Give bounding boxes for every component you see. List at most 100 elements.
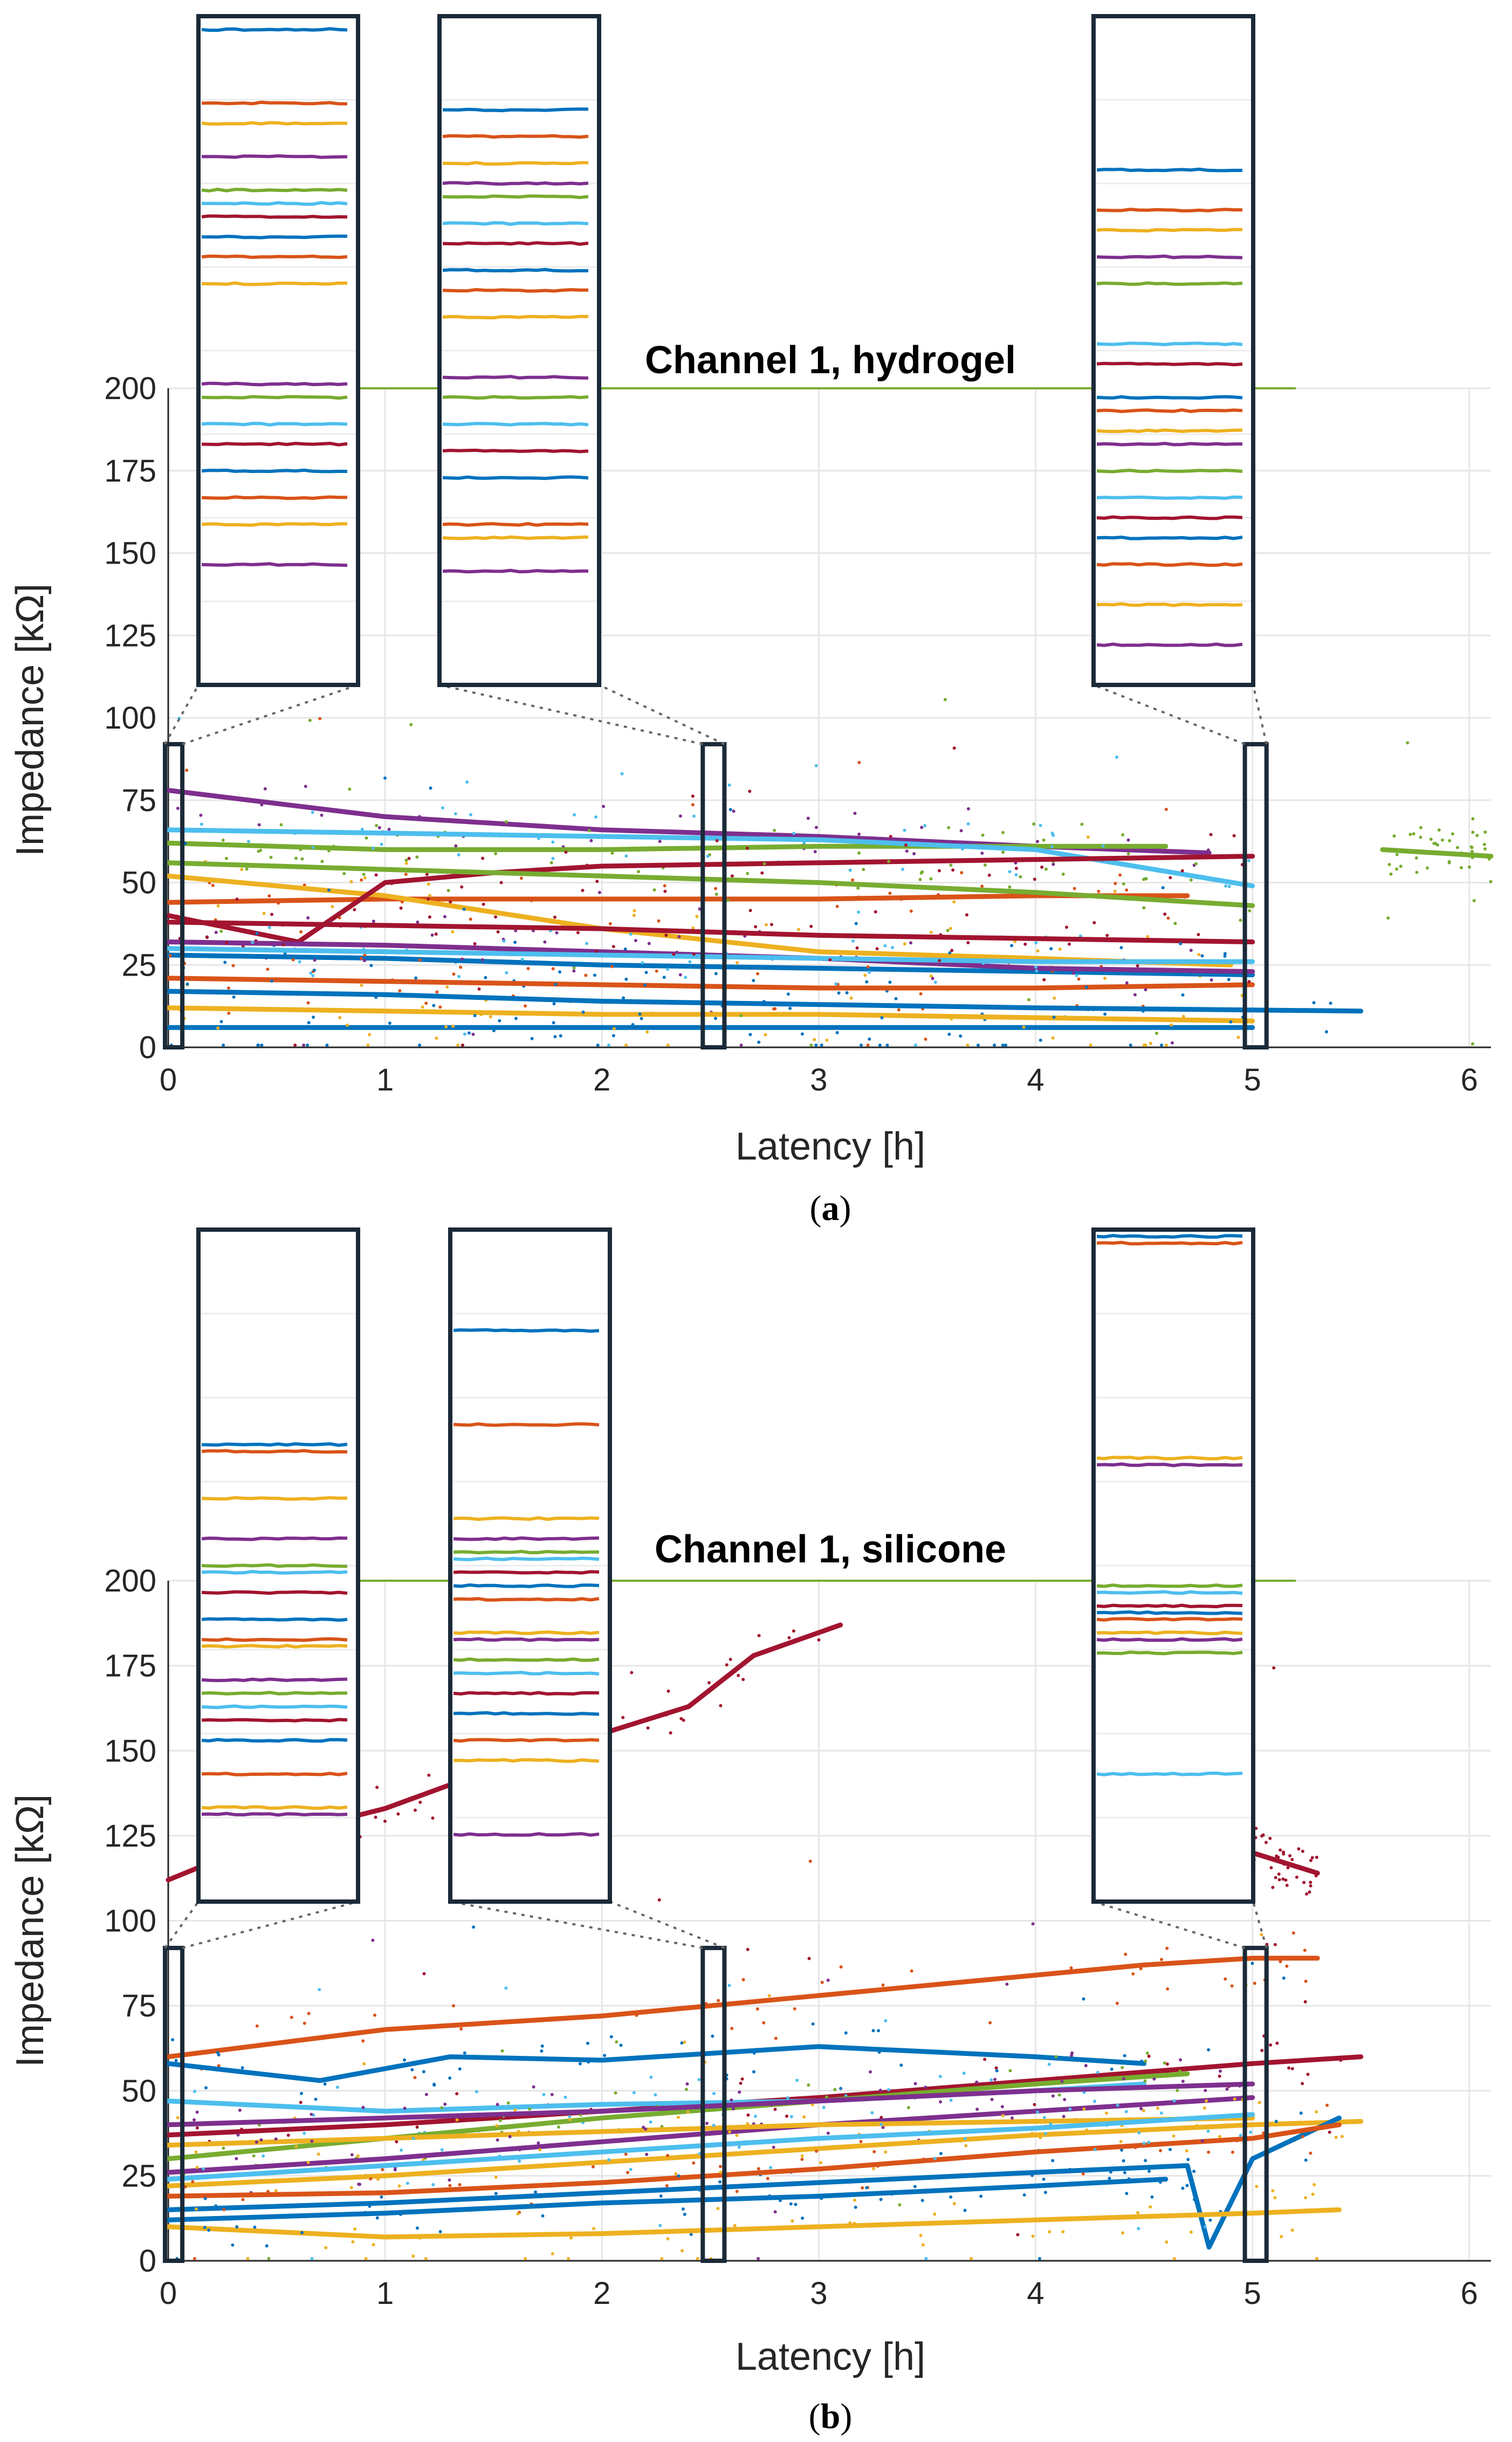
- inset-panel: [437, 14, 601, 687]
- scatter-point: [792, 1629, 795, 1633]
- scatter-point: [1152, 2077, 1156, 2081]
- scatter-point: [1147, 2170, 1151, 2173]
- scatter-point: [933, 2212, 937, 2216]
- scatter-point: [185, 982, 189, 986]
- scatter-point: [1131, 1972, 1135, 1975]
- scatter-point: [752, 2051, 756, 2055]
- scatter-point: [809, 924, 813, 928]
- inset-trace: [453, 1597, 600, 1602]
- scatter-point: [1315, 2257, 1319, 2260]
- scatter-point: [513, 2108, 517, 2112]
- scatter-point: [191, 2180, 195, 2184]
- scatter-point: [1113, 889, 1117, 893]
- scatter-point: [848, 868, 852, 872]
- scatter-point: [428, 915, 431, 919]
- scatter-point: [706, 854, 710, 858]
- scatter-point: [431, 2183, 435, 2186]
- scatter-point: [1005, 1983, 1009, 1986]
- inset-trace: [442, 134, 589, 139]
- scatter-point: [624, 2152, 628, 2156]
- scatter-point: [1470, 849, 1474, 853]
- scatter-point: [1392, 834, 1396, 838]
- series-line-ch-a12: [166, 860, 1255, 908]
- scatter-point: [884, 2150, 888, 2154]
- series-scatter-ch-b15: [175, 1997, 1162, 2260]
- scatter-point: [1437, 828, 1441, 832]
- inset-panel: [448, 1227, 612, 1904]
- scatter-point: [363, 924, 367, 928]
- scatter-point: [980, 884, 984, 888]
- scatter-point: [1387, 863, 1391, 866]
- scatter-point: [595, 880, 599, 883]
- panel-silicone: Channel 1, silicone Impedance [kΩ] Laten…: [9, 1227, 1491, 2436]
- scatter-point: [388, 1009, 391, 1012]
- scatter-point: [1301, 2082, 1304, 2086]
- scatter-point: [815, 2149, 818, 2153]
- scatter-point: [1460, 851, 1463, 855]
- scatter-point: [1275, 2041, 1279, 2045]
- scatter-point: [678, 814, 682, 818]
- zoom-region: [1093, 1901, 1269, 2263]
- scatter-point: [727, 1984, 731, 1987]
- scatter-point: [1042, 2116, 1046, 2119]
- scatter-point: [678, 973, 682, 977]
- scatter-point: [465, 780, 469, 784]
- inset-trace: [202, 201, 348, 206]
- scatter-point: [195, 2110, 199, 2114]
- scatter-point: [1475, 834, 1479, 838]
- scatter-point: [552, 1021, 555, 1025]
- inset-trace: [442, 314, 589, 320]
- scatter-point: [1160, 1044, 1164, 1047]
- scatter-point: [649, 2075, 653, 2079]
- scatter-point: [397, 2184, 401, 2188]
- inset-trace: [453, 1630, 600, 1635]
- scatter-point: [318, 1988, 321, 1992]
- scatter-point: [257, 823, 261, 827]
- zoom-box: [163, 1945, 185, 2263]
- scatter-point: [820, 1044, 823, 1047]
- scatter-point: [808, 1860, 812, 1863]
- scatter-point: [1209, 833, 1213, 836]
- scatter-point: [848, 2221, 852, 2225]
- scatter-point: [1299, 2111, 1303, 2115]
- scatter-point: [835, 904, 839, 908]
- scatter-point: [349, 2186, 353, 2190]
- scatter-point: [360, 878, 363, 882]
- scatter-point: [789, 2202, 793, 2206]
- zoom-connector: [1093, 1901, 1246, 1949]
- scatter-point: [1122, 882, 1125, 886]
- scatter-point: [431, 1816, 435, 1820]
- scatter-point: [879, 2198, 883, 2201]
- scatter-point: [1123, 2054, 1126, 2057]
- scatter-point: [966, 941, 970, 944]
- scatter-point: [440, 2106, 444, 2110]
- scatter-point: [448, 2184, 452, 2187]
- series-line-ch-b13: [166, 2115, 1255, 2148]
- scatter-point: [665, 2184, 669, 2187]
- scatter-point: [568, 999, 572, 1003]
- scatter-point: [411, 2254, 415, 2258]
- scatter-point: [452, 2004, 455, 2008]
- scatter-point: [430, 933, 434, 937]
- scatter-point: [1156, 2107, 1159, 2110]
- scatter-point: [305, 2215, 308, 2219]
- scatter-point: [1341, 2135, 1344, 2138]
- scatter-point: [1164, 1044, 1168, 1047]
- scatter-point: [757, 1040, 761, 1044]
- scatter-point: [704, 2002, 708, 2006]
- inset-frame: [196, 1227, 360, 1904]
- scatter-point: [415, 2125, 419, 2129]
- scatter-point: [705, 2122, 709, 2125]
- inset-trace: [1096, 1610, 1243, 1615]
- scatter-point: [807, 2083, 810, 2087]
- inset-trace: [442, 107, 589, 113]
- scatter-point: [611, 1034, 615, 1038]
- scatter-point: [519, 876, 523, 880]
- y-axis-label: Impedance [kΩ]: [9, 1794, 52, 2067]
- scatter-point: [204, 2086, 208, 2090]
- scatter-point: [357, 2183, 361, 2186]
- scatter-point: [549, 861, 553, 865]
- scatter-point: [255, 2141, 258, 2144]
- scatter-point: [949, 2098, 953, 2102]
- scatter-point: [1328, 2130, 1331, 2134]
